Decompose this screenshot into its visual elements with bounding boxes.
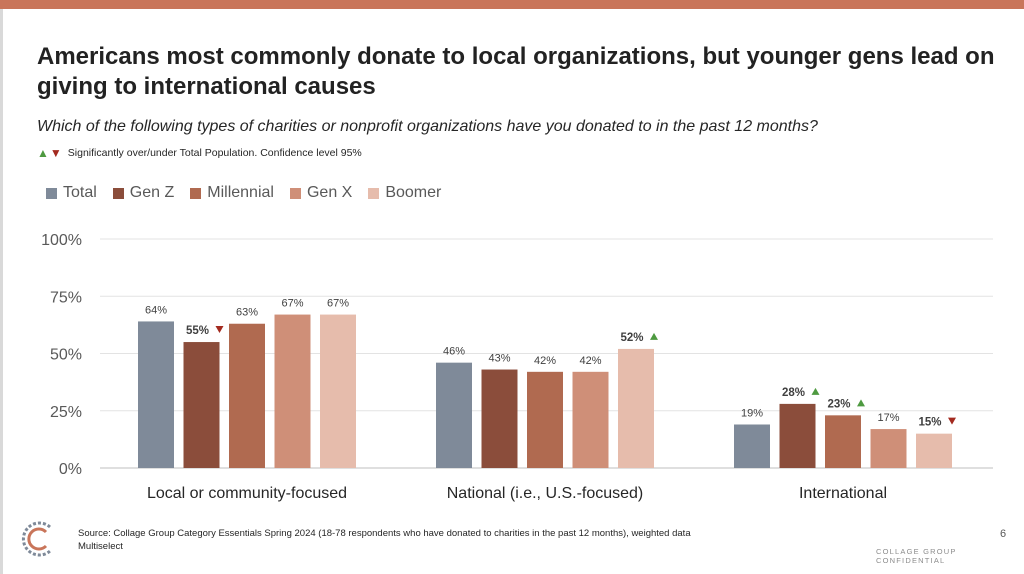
data-label: 23% [827, 398, 850, 410]
legend-label: Gen X [306, 184, 353, 201]
x-category-label: International [799, 485, 887, 502]
data-label: 67% [281, 298, 303, 310]
data-label: 67% [327, 298, 349, 310]
significance-note-text: Significantly over/under Total Populatio… [67, 147, 362, 159]
legend-item: Millennial [190, 184, 274, 202]
data-label: 15% [918, 417, 941, 429]
bar [572, 371, 609, 468]
data-label: 42% [534, 355, 556, 367]
x-category-label: Local or community-focused [147, 485, 347, 502]
data-label: 43% [488, 353, 510, 365]
bar [183, 342, 220, 468]
confidential-label: COLLAGE GROUP CONFIDENTIAL [876, 547, 957, 565]
y-tick-label: 75% [50, 289, 82, 306]
legend-label: Millennial [207, 184, 274, 201]
legend-label: Gen Z [129, 184, 175, 201]
page-subtitle: Which of the following types of charitie… [37, 118, 818, 135]
data-label: 52% [620, 332, 643, 344]
sig-up-icon [857, 399, 865, 407]
y-tick-label: 0% [59, 461, 82, 478]
legend-swatch [112, 187, 124, 199]
data-label: 17% [877, 412, 899, 424]
bar [436, 362, 472, 468]
significance-note: ▲ ▼ Significantly over/under Total Popul… [37, 146, 362, 160]
bar [229, 323, 265, 468]
legend-item: Total [46, 184, 97, 202]
legend-swatch [289, 187, 301, 199]
bar [274, 314, 311, 468]
bar [734, 424, 770, 468]
y-tick-label: 100% [41, 232, 82, 249]
left-border [0, 9, 3, 574]
data-label: 42% [579, 355, 601, 367]
data-label: 63% [236, 307, 258, 319]
data-label: 64% [145, 304, 167, 316]
legend-swatch [46, 187, 57, 199]
legend-item: Gen Z [112, 184, 175, 202]
legend-swatch [190, 187, 202, 199]
bar [138, 321, 174, 468]
sig-down-icon [948, 417, 956, 425]
sig-down-icon [215, 326, 224, 334]
page-title: Americans most commonly donate to local … [37, 43, 995, 100]
down-triangle-icon: ▼ [49, 146, 62, 160]
data-label: 28% [782, 387, 805, 399]
top-accent-bar [0, 0, 1024, 9]
legend-swatch [368, 187, 380, 199]
y-tick-label: 25% [50, 404, 82, 421]
y-tick-label: 50% [50, 347, 82, 364]
legend-label: Boomer [385, 184, 442, 201]
bar [870, 429, 907, 468]
x-category-label: National (i.e., U.S.-focused) [447, 485, 644, 502]
legend-item: Gen X [289, 184, 353, 202]
bar [527, 371, 563, 468]
page-number: 6 [1000, 528, 1007, 540]
bar [916, 433, 952, 468]
data-label: 46% [443, 346, 465, 358]
bar [779, 403, 816, 468]
legend-label: Total [63, 184, 97, 201]
source-line-1: Source: Collage Group Category Essential… [78, 528, 691, 539]
legend-item: Boomer [368, 184, 441, 202]
bar [320, 314, 356, 468]
sig-up-icon [650, 332, 658, 340]
data-label: 55% [186, 325, 209, 337]
collage-logo-icon [21, 521, 51, 557]
chart-legend: Total Gen Z Millennial Gen X Boomer [46, 184, 457, 202]
data-label: 19% [741, 407, 763, 419]
bar [618, 348, 654, 468]
source-note: Source: Collage Group Category Essential… [78, 527, 691, 553]
up-triangle-icon: ▲ [37, 146, 49, 160]
sig-up-icon [811, 387, 820, 395]
source-line-2: Multiselect [78, 541, 123, 552]
bar [825, 415, 861, 468]
bar [481, 369, 518, 468]
